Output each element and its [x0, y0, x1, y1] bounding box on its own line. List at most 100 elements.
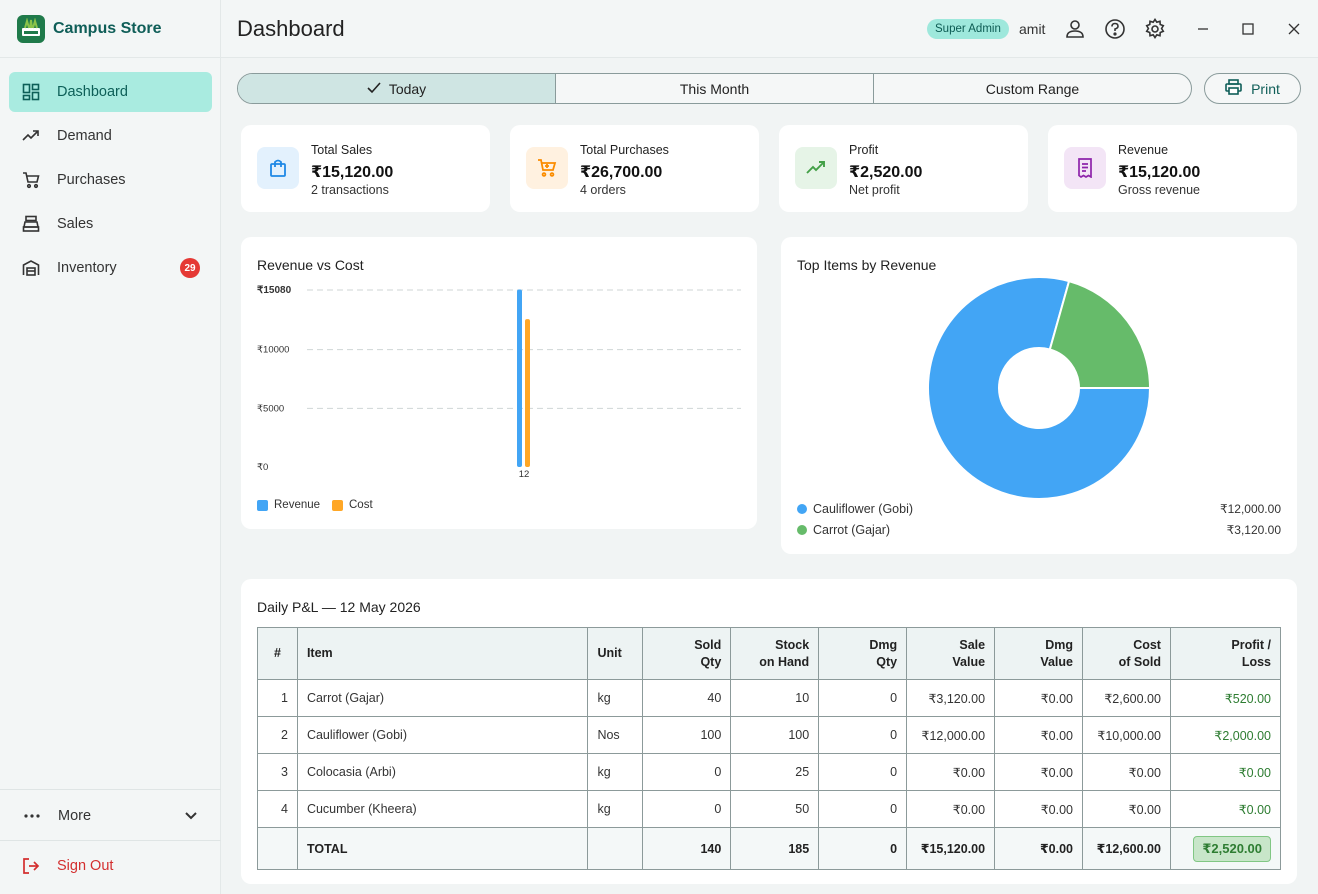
table-cell: ₹2,000.00 — [1169, 716, 1282, 754]
table-cell: ₹0.00 — [994, 716, 1083, 754]
more-toggle[interactable]: More — [9, 796, 213, 836]
inventory-count-badge: 29 — [180, 258, 200, 278]
legend-value: ₹12,000.00 — [1219, 502, 1281, 516]
brand: Campus Store — [0, 0, 220, 58]
y-tick-label: ₹15080 — [257, 285, 292, 296]
close-icon[interactable] — [1282, 17, 1306, 41]
table-row[interactable]: 4 Cucumber (Kheera) kg 0 50 0 ₹0.00 ₹0.00 ₹0.00 ₹… — [257, 790, 1282, 828]
chevron-down-icon — [183, 807, 199, 827]
sidebar-item-sales[interactable]: Sales — [9, 204, 212, 244]
total-profit-chip: ₹2,520.00 — [1193, 835, 1271, 862]
table-cell: 0 — [818, 679, 908, 717]
header: Dashboard Super Admin amit — [221, 0, 1318, 58]
gear-icon[interactable] — [1143, 17, 1167, 41]
top-items-donut — [927, 276, 1152, 500]
column-header: Dmg Qty — [818, 627, 908, 680]
table-cell: kg — [587, 679, 644, 717]
app-title: Campus Store — [53, 19, 162, 37]
cart-icon — [526, 147, 568, 189]
table-cell: 0 — [642, 790, 732, 828]
chart-title: Top Items by Revenue — [797, 257, 937, 273]
y-tick-label: ₹0 — [257, 462, 268, 473]
stat-card-total-purchases: Total Purchases ₹26,700.00 4 orders — [510, 125, 759, 212]
check-icon — [367, 81, 381, 97]
maximize-icon[interactable] — [1236, 17, 1260, 41]
warehouse-icon — [22, 259, 40, 277]
table-cell: 0 — [818, 753, 908, 791]
store-logo-icon — [17, 14, 45, 43]
more-label: More — [58, 808, 92, 824]
revenue-cost-chart: ₹0 ₹5000 ₹10000 ₹15080 12 — [257, 285, 741, 480]
sidebar-item-label: Demand — [57, 128, 112, 144]
table-row[interactable]: 3 Colocasia (Arbi) kg 0 25 0 ₹0.00 ₹0.00 ₹0.00 ₹0… — [257, 753, 1282, 791]
legend-revenue: Revenue — [257, 499, 320, 511]
sidebar-item-demand[interactable]: Demand — [9, 116, 212, 156]
stat-card-profit: Profit ₹2,520.00 Net profit — [779, 125, 1028, 212]
table-cell: 0 — [818, 790, 908, 828]
table-cell: 10 — [730, 679, 820, 717]
total-cell: ₹12,600.00 — [1081, 827, 1171, 870]
table-cell: Nos — [587, 716, 644, 754]
pl-table: # Item Unit Sold Qty Stock on Hand Dmg Qty Sal… — [257, 627, 1282, 870]
bar-cost[interactable] — [525, 319, 530, 467]
dashboard-icon — [22, 83, 40, 101]
table-cell: Cucumber (Kheera) — [296, 790, 589, 828]
table-cell: 4 — [257, 790, 298, 828]
print-button[interactable]: Print — [1204, 73, 1301, 104]
table-cell: 40 — [642, 679, 732, 717]
cart-icon — [22, 171, 40, 189]
table-cell: ₹10,000.00 — [1081, 716, 1171, 754]
table-cell: ₹0.00 — [1081, 790, 1171, 828]
user-icon[interactable] — [1063, 17, 1087, 41]
donut-slice-carrot[interactable] — [1048, 279, 1152, 389]
page-title: Dashboard — [237, 16, 345, 41]
table-cell: Cauliflower (Gobi) — [296, 716, 589, 754]
tab-this-month[interactable]: This Month — [556, 74, 874, 103]
legend-item-cauliflower: Cauliflower (Gobi) — [797, 502, 913, 516]
table-cell: ₹0.00 — [1081, 753, 1171, 791]
sign-out-button[interactable]: Sign Out — [9, 846, 213, 886]
table-row[interactable]: 1 Carrot (Gajar) kg 40 10 0 ₹3,120.00 ₹0.00 ₹2,6… — [257, 679, 1282, 717]
donut-slice-cauliflower[interactable] — [927, 276, 1152, 500]
help-icon[interactable] — [1103, 17, 1127, 41]
sidebar-item-dashboard[interactable]: Dashboard — [9, 72, 212, 112]
column-header: Sale Value — [906, 627, 996, 680]
legend-dot — [797, 504, 807, 514]
stat-value: ₹15,120.00 — [311, 164, 394, 181]
stat-value: ₹26,700.00 — [580, 164, 663, 181]
total-cell — [587, 827, 644, 870]
table-header-row: # Item Unit Sold Qty Stock on Hand Dmg Qty Sal… — [257, 627, 1282, 680]
tab-custom-range[interactable]: Custom Range — [874, 74, 1191, 103]
column-header: Profit / Loss — [1169, 627, 1282, 680]
x-tick-label: 12 — [519, 469, 530, 480]
trending-icon — [22, 127, 40, 145]
sign-out-label: Sign Out — [57, 858, 114, 874]
stat-label: Profit — [849, 143, 879, 157]
trending-up-icon — [795, 147, 837, 189]
stat-subtext: Gross revenue — [1118, 183, 1200, 197]
bar-revenue[interactable] — [517, 289, 522, 467]
tab-label: Custom Range — [985, 80, 1080, 97]
column-header: # — [257, 627, 298, 680]
sidebar-item-purchases[interactable]: Purchases — [9, 160, 212, 200]
total-cell: 185 — [730, 827, 820, 870]
stat-subtext: 2 transactions — [311, 183, 389, 197]
table-cell: 3 — [257, 753, 298, 791]
sidebar: Campus Store Dashboard Demand Purchases … — [0, 0, 221, 894]
minimize-icon[interactable] — [1191, 17, 1215, 41]
total-cell: TOTAL — [296, 827, 589, 870]
table-total-row: TOTAL 140 185 0 ₹15,120.00 ₹0.00 ₹12,600.00 ₹2,… — [257, 827, 1282, 870]
sidebar-item-inventory[interactable]: Inventory 29 — [9, 248, 212, 288]
more-dots-icon — [23, 807, 41, 825]
table-cell: ₹0.00 — [994, 679, 1083, 717]
stat-card-revenue: Revenue ₹15,120.00 Gross revenue — [1048, 125, 1297, 212]
legend-value: ₹3,120.00 — [1226, 523, 1281, 537]
username: amit — [1019, 21, 1046, 37]
stat-label: Total Sales — [311, 143, 373, 157]
tab-label: This Month — [679, 80, 750, 97]
table-cell: 0 — [642, 753, 732, 791]
tab-today[interactable]: Today — [238, 74, 556, 103]
table-row[interactable]: 2 Cauliflower (Gobi) Nos 100 100 0 ₹12,000.00 ₹… — [257, 716, 1282, 754]
stat-card-total-sales: Total Sales ₹15,120.00 2 transactions — [241, 125, 490, 212]
divider — [0, 789, 221, 790]
